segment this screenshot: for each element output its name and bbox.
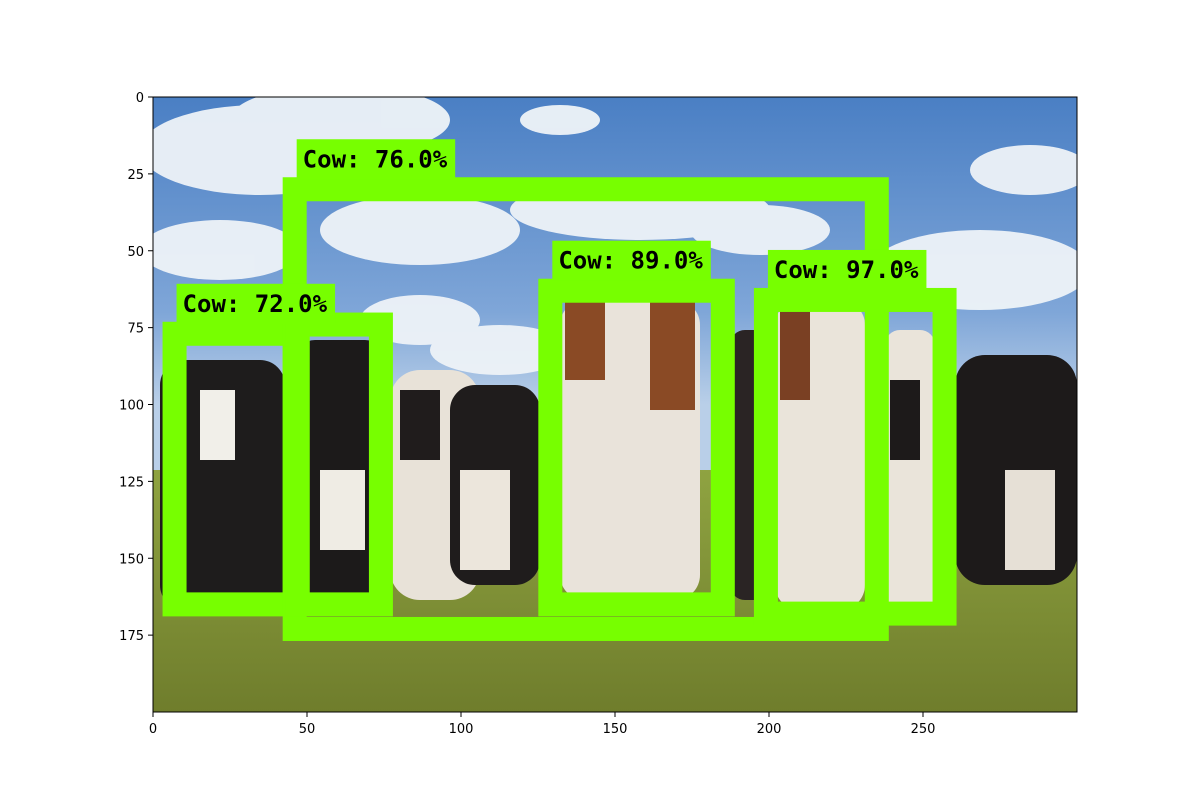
y-tick-label: 175 <box>119 629 144 644</box>
detection-label: Cow: 76.0% <box>303 145 448 173</box>
cows <box>160 300 1077 610</box>
x-tick-label: 150 <box>603 722 628 737</box>
detection-label-bg <box>552 240 711 281</box>
y-tick-label: 125 <box>119 475 144 490</box>
y-tick-label: 150 <box>119 552 144 567</box>
detection-label: Cow: 97.0% <box>774 256 919 284</box>
x-tick-label: 0 <box>149 722 157 737</box>
x-tick-label: 50 <box>299 722 316 737</box>
detection-boxes <box>162 177 957 641</box>
detection-box <box>538 278 735 617</box>
y-tick-label: 25 <box>127 168 144 183</box>
detection-box <box>285 312 393 617</box>
x-tick-label: 250 <box>911 722 936 737</box>
y-tick-label: 50 <box>127 245 144 260</box>
y-tick-label: 0 <box>136 91 144 106</box>
detection-label: Cow: 72.0% <box>183 290 328 318</box>
detection-label-bg <box>176 283 336 324</box>
detection-label: Cow: 89.0% <box>558 247 703 275</box>
y-tick-label: 100 <box>119 399 144 414</box>
detection-label-bg <box>296 139 456 180</box>
x-axis-ticks: 0 50 100 150 200 250 <box>149 712 936 737</box>
detection-labels: Cow: 72.0% Cow: 76.0% Cow: 89.0% Cow: 97.0% <box>176 139 927 324</box>
detection-label-bg <box>767 249 927 290</box>
y-axis-ticks: 0 25 50 75 100 125 150 175 <box>119 91 153 644</box>
y-tick-label: 75 <box>127 322 144 337</box>
x-tick-label: 100 <box>449 722 474 737</box>
detection-box <box>753 287 957 626</box>
x-tick-label: 200 <box>757 722 782 737</box>
